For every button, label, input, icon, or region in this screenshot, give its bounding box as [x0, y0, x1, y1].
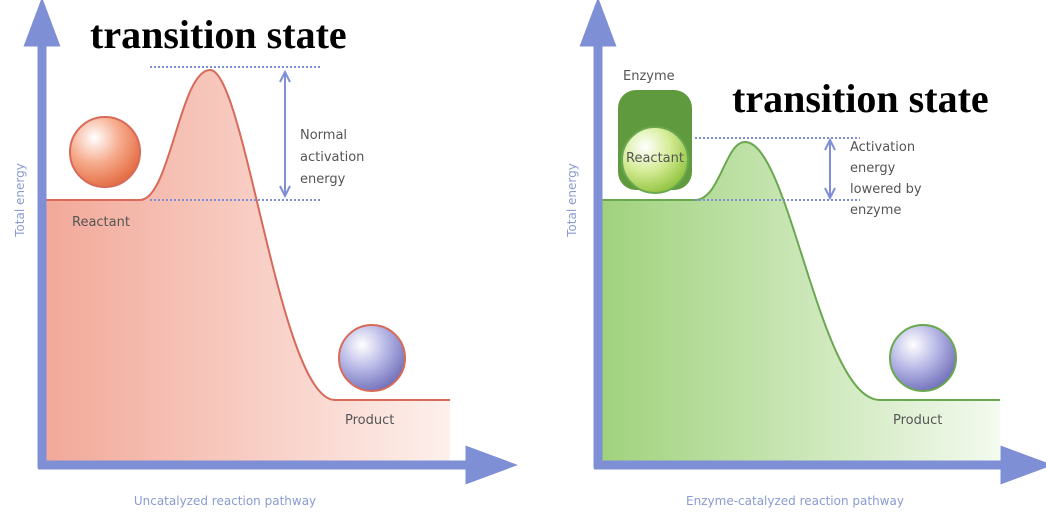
x-axis-label: Enzyme-catalyzed reaction pathway — [686, 494, 904, 508]
energy-curve — [598, 140, 1000, 401]
y-axis — [579, 0, 617, 468]
double-arrow — [279, 69, 291, 199]
area — [42, 70, 450, 465]
reactant-ball — [621, 126, 689, 194]
double-arrow — [824, 137, 836, 201]
activation-label: energy — [850, 161, 896, 176]
product-ball — [889, 324, 957, 392]
panel-catalyzed: transition state Total energy Enzyme-cat… — [565, 0, 1046, 508]
activation-label: Normal — [300, 128, 347, 143]
product-label: Product — [893, 413, 942, 428]
area — [598, 142, 1000, 465]
activation-label: activation — [300, 150, 364, 165]
energy-curve — [42, 68, 450, 401]
x-axis-label: Uncatalyzed reaction pathway — [134, 494, 316, 508]
activation-label: enzyme — [850, 203, 901, 218]
activation-label: energy — [300, 172, 346, 187]
y-axis — [23, 0, 61, 468]
panel-uncatalyzed: transition state Total energy Uncatalyze… — [13, 0, 518, 508]
product-label: Product — [345, 413, 394, 428]
heading: transition state — [732, 76, 989, 121]
x-axis — [594, 445, 1046, 485]
y-axis-label: Total energy — [565, 163, 579, 238]
reactant-label: Reactant — [626, 151, 684, 166]
heading: transition state — [90, 12, 347, 57]
x-axis — [38, 445, 518, 485]
product-ball — [338, 324, 406, 392]
y-axis-label: Total energy — [13, 163, 27, 238]
activation-label: Activation — [850, 140, 915, 155]
enzyme-label: Enzyme — [623, 69, 675, 84]
reactant-ball — [69, 116, 141, 188]
reactant-label: Reactant — [72, 215, 130, 230]
activation-label: lowered by — [850, 182, 922, 197]
